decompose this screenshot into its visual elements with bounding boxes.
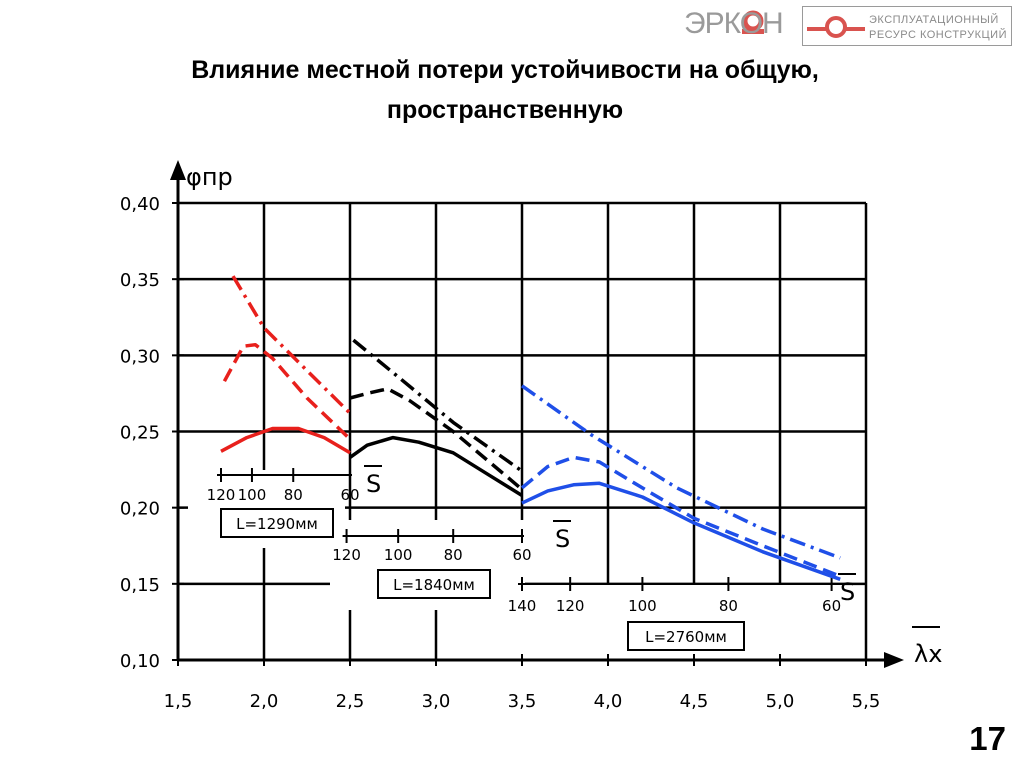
resource-logo-mark-icon bbox=[807, 16, 865, 38]
group-length-label: L=1840мм bbox=[393, 576, 475, 594]
y-axis-label: φпр bbox=[186, 163, 233, 191]
secondary-tick-label: 120 bbox=[207, 486, 236, 504]
group-length-box bbox=[627, 621, 745, 651]
chart-secondary-axes bbox=[217, 468, 834, 591]
secondary-axis-label: S bbox=[366, 470, 381, 498]
y-tick-label: 0,35 bbox=[120, 270, 160, 291]
group-length-label: L=1290мм bbox=[236, 515, 318, 533]
group-length-box bbox=[377, 569, 491, 599]
x-tick-label: 3,5 bbox=[508, 691, 537, 712]
page-number: 17 bbox=[969, 720, 1006, 757]
x-tick-label: 4,5 bbox=[680, 691, 709, 712]
chart-labels: 1,5 2,0 2,5 3,0 3,5 4,0 4,5 5,0 5,5 0,10 0,15 0,20 0… bbox=[120, 163, 942, 712]
y-tick-label: 0,40 bbox=[120, 194, 160, 215]
x-tick-label: 4,0 bbox=[594, 691, 623, 712]
resource-logo-line2: РЕСУРС КОНСТРУКЦИЙ bbox=[869, 29, 1007, 41]
series-line-dashdot bbox=[352, 338, 524, 473]
series-line-dashed bbox=[222, 342, 352, 441]
x-tick-label: 3,0 bbox=[422, 691, 451, 712]
secondary-axis-label: S bbox=[840, 578, 855, 606]
page-title-line1: Влияние местной потери устойчивости на о… bbox=[191, 56, 819, 84]
group-length-box bbox=[220, 508, 334, 538]
secondary-axis-label: S bbox=[555, 525, 570, 553]
page-title-line2: пространственную bbox=[386, 96, 624, 124]
erkon-o-mark-icon bbox=[742, 10, 764, 34]
x-axis-arrow-icon bbox=[884, 652, 904, 668]
page-title: Влияние местной потери устойчивости на о… bbox=[100, 50, 910, 130]
resource-logo-line1: ЭКСПЛУАТАЦИОННЫЙ bbox=[869, 14, 999, 26]
resource-logo: ЭКСПЛУАТАЦИОННЫЙ РЕСУРС КОНСТРУКЦИЙ bbox=[802, 6, 1012, 46]
secondary-tick-label: 120 bbox=[332, 546, 361, 564]
y-axis-arrow-icon bbox=[170, 160, 186, 180]
series-line-solid bbox=[521, 481, 841, 581]
y-tick-label: 0,25 bbox=[120, 423, 160, 444]
series-line-dashed bbox=[520, 455, 841, 578]
secondary-tick-label: 80 bbox=[719, 597, 738, 615]
x-tick-label: 2,0 bbox=[250, 691, 279, 712]
x-axis-label: λx bbox=[914, 640, 942, 668]
secondary-tick-label: 100 bbox=[628, 597, 657, 615]
y-tick-label: 0,15 bbox=[120, 575, 160, 596]
x-tick-label: 5,0 bbox=[766, 691, 795, 712]
secondary-tick-label: 100 bbox=[384, 546, 413, 564]
chart-series bbox=[220, 275, 841, 581]
series-line-solid bbox=[348, 435, 523, 497]
x-tick-label: 1,5 bbox=[164, 691, 193, 712]
y-tick-label: 0,30 bbox=[120, 346, 160, 367]
series-line-solid bbox=[220, 426, 351, 455]
y-tick-label: 0,10 bbox=[120, 651, 160, 672]
x-tick-label: 2,5 bbox=[336, 691, 365, 712]
erkon-logo-text: ЭРКОН bbox=[684, 7, 784, 40]
erkon-logo: ЭРКОН bbox=[684, 6, 784, 42]
secondary-tick-label: 80 bbox=[444, 546, 463, 564]
secondary-tick-label: 120 bbox=[556, 597, 585, 615]
secondary-tick-label: 100 bbox=[238, 486, 267, 504]
secondary-tick-label: 80 bbox=[284, 486, 303, 504]
x-tick-label: 5,5 bbox=[852, 691, 881, 712]
secondary-tick-label: 60 bbox=[512, 546, 531, 564]
secondary-tick-label: 60 bbox=[340, 486, 359, 504]
chart-axes bbox=[170, 160, 904, 668]
secondary-tick-label: 140 bbox=[508, 597, 537, 615]
secondary-tick-label: 60 bbox=[822, 597, 841, 615]
y-tick-label: 0,20 bbox=[120, 499, 160, 520]
series-line-dashed bbox=[349, 387, 524, 491]
group-length-label: L=2760мм bbox=[645, 628, 727, 646]
